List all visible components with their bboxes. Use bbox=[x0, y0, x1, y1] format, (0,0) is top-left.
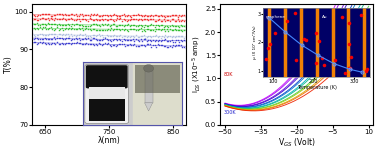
Y-axis label: T(%): T(%) bbox=[4, 56, 13, 73]
X-axis label: λ(nm): λ(nm) bbox=[98, 136, 120, 145]
Text: 300K: 300K bbox=[224, 110, 236, 115]
X-axis label: V$_{GS}$ (Volt): V$_{GS}$ (Volt) bbox=[278, 136, 316, 149]
Y-axis label: I$_{DS}$ (X10$^{-5}$ amp): I$_{DS}$ (X10$^{-5}$ amp) bbox=[191, 36, 203, 93]
Text: 80K: 80K bbox=[224, 72, 233, 77]
